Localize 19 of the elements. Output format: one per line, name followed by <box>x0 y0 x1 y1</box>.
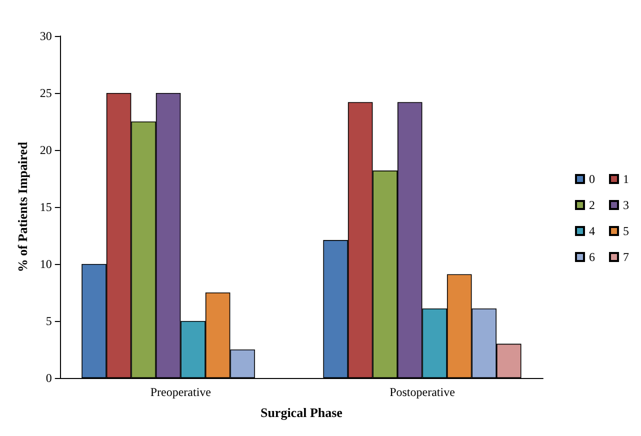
y-tick-label: 30 <box>40 29 52 43</box>
legend-label: 7 <box>623 250 629 264</box>
legend-label: 3 <box>623 198 629 212</box>
y-tick-label: 5 <box>46 314 52 328</box>
legend-label: 5 <box>623 224 629 238</box>
legend-label: 4 <box>589 224 595 238</box>
y-tick-label: 25 <box>40 86 52 100</box>
x-axis-title: Surgical Phase <box>260 405 343 420</box>
x-tick-label: Postoperative <box>390 385 455 399</box>
y-tick-label: 0 <box>46 371 52 385</box>
y-tick-label: 10 <box>40 257 52 271</box>
legend-label: 1 <box>623 172 629 186</box>
y-tick-label: 20 <box>40 143 52 157</box>
y-tick-label: 15 <box>40 200 52 214</box>
legend-label: 6 <box>589 250 595 264</box>
y-axis-title: % of Patients Impaired <box>15 141 30 272</box>
legend-label: 2 <box>589 198 595 212</box>
legend-label: 0 <box>589 172 595 186</box>
x-tick-label: Preoperative <box>150 385 211 399</box>
